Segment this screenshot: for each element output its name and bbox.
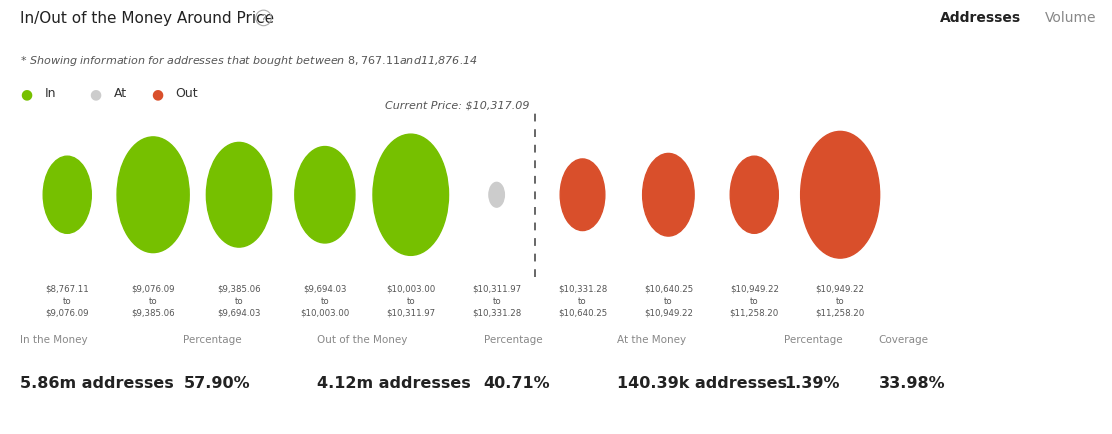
- Circle shape: [801, 132, 880, 259]
- Text: Current Price: $10,317.09: Current Price: $10,317.09: [385, 101, 529, 111]
- Text: ●: ●: [151, 87, 163, 101]
- Text: ●: ●: [89, 87, 101, 101]
- Text: $10,949.22
to
$11,258.20: $10,949.22 to $11,258.20: [815, 284, 865, 317]
- Text: Addresses: Addresses: [940, 11, 1021, 25]
- Text: At: At: [113, 87, 127, 100]
- Circle shape: [489, 183, 505, 208]
- Text: $8,767.11
to
$9,076.09: $8,767.11 to $9,076.09: [46, 284, 89, 317]
- Text: 1.39%: 1.39%: [784, 375, 840, 390]
- Circle shape: [560, 160, 605, 231]
- Circle shape: [43, 157, 91, 234]
- Circle shape: [643, 154, 694, 237]
- Text: $10,331.28
to
$10,640.25: $10,331.28 to $10,640.25: [558, 284, 607, 317]
- Text: $9,694.03
to
$10,003.00: $9,694.03 to $10,003.00: [300, 284, 349, 317]
- Text: Percentage: Percentage: [484, 334, 543, 344]
- Text: Percentage: Percentage: [183, 334, 242, 344]
- Circle shape: [373, 135, 448, 256]
- Circle shape: [295, 147, 355, 243]
- Text: 33.98%: 33.98%: [878, 375, 945, 390]
- Text: $9,385.06
to
$9,694.03: $9,385.06 to $9,694.03: [217, 284, 261, 317]
- Circle shape: [207, 143, 271, 247]
- Text: In/Out of the Money Around Price: In/Out of the Money Around Price: [20, 11, 275, 26]
- Text: ●: ●: [20, 87, 32, 101]
- Text: $10,640.25
to
$10,949.22: $10,640.25 to $10,949.22: [644, 284, 693, 317]
- Text: 4.12m addresses: 4.12m addresses: [317, 375, 470, 390]
- Text: $10,311.97
to
$10,331.28: $10,311.97 to $10,331.28: [471, 284, 522, 317]
- Circle shape: [117, 138, 189, 253]
- Text: Volume: Volume: [1045, 11, 1096, 25]
- Text: In the Money: In the Money: [20, 334, 88, 344]
- Text: 40.71%: 40.71%: [484, 375, 550, 390]
- Text: $10,949.22
to
$11,258.20: $10,949.22 to $11,258.20: [729, 284, 778, 317]
- Text: $10,003.00
to
$10,311.97: $10,003.00 to $10,311.97: [386, 284, 436, 317]
- Text: 5.86m addresses: 5.86m addresses: [20, 375, 173, 390]
- Text: Out: Out: [176, 87, 198, 100]
- Text: Out of the Money: Out of the Money: [317, 334, 407, 344]
- Text: Coverage: Coverage: [878, 334, 929, 344]
- Text: In: In: [44, 87, 56, 100]
- Text: * Showing information for addresses that bought between $8,767.11 and $11,876.14: * Showing information for addresses that…: [20, 54, 478, 68]
- Text: $9,076.09
to
$9,385.06: $9,076.09 to $9,385.06: [131, 284, 175, 317]
- Text: 57.90%: 57.90%: [183, 375, 250, 390]
- Text: Percentage: Percentage: [784, 334, 843, 344]
- Text: At the Money: At the Money: [617, 334, 686, 344]
- Text: ?: ?: [260, 14, 267, 24]
- Text: 140.39k addresses: 140.39k addresses: [617, 375, 787, 390]
- Circle shape: [731, 157, 778, 234]
